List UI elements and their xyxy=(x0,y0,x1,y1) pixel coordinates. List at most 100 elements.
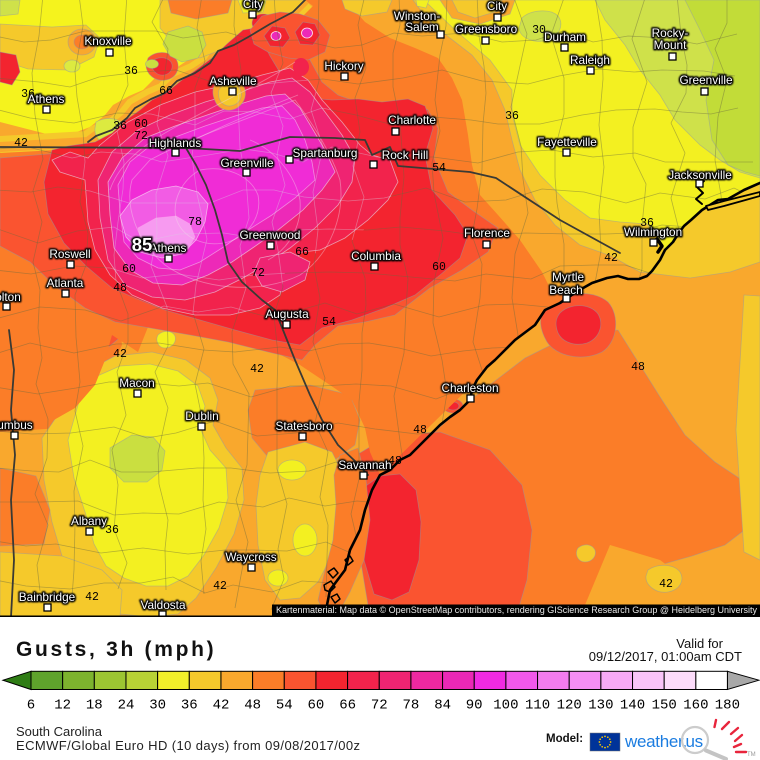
svg-text:Roswell: Roswell xyxy=(49,247,90,261)
svg-text:Greensboro: Greensboro xyxy=(455,22,518,36)
svg-text:42: 42 xyxy=(85,591,99,604)
svg-text:36: 36 xyxy=(21,88,35,101)
svg-text:42: 42 xyxy=(659,578,673,591)
svg-text:Asheville: Asheville xyxy=(209,74,257,88)
svg-text:Valdosta: Valdosta xyxy=(140,598,185,612)
svg-text:Atlanta: Atlanta xyxy=(47,276,84,290)
svg-text:90: 90 xyxy=(466,698,483,714)
svg-text:Knoxville: Knoxville xyxy=(84,34,132,48)
svg-text:Asheville: Asheville xyxy=(209,74,257,88)
svg-text:Charleston: Charleston xyxy=(441,381,498,395)
svg-text:12: 12 xyxy=(54,698,71,714)
svg-text:Myrtle: Myrtle xyxy=(552,270,585,284)
svg-text:18: 18 xyxy=(86,698,103,714)
svg-text:Valdosta: Valdosta xyxy=(140,598,185,612)
svg-text:Salem: Salem xyxy=(405,20,439,34)
svg-text:Spartanburg: Spartanburg xyxy=(293,146,358,160)
svg-text:150: 150 xyxy=(652,698,677,714)
svg-text:48: 48 xyxy=(631,361,645,374)
svg-text:olton: olton xyxy=(0,290,21,304)
svg-text:36: 36 xyxy=(640,217,654,230)
svg-text:Greenwood: Greenwood xyxy=(240,228,301,242)
svg-text:60: 60 xyxy=(307,698,324,714)
svg-text:130: 130 xyxy=(588,698,613,714)
svg-text:Rock Hill: Rock Hill xyxy=(382,148,429,162)
svg-text:Winston-: Winston- xyxy=(394,9,441,23)
svg-text:48: 48 xyxy=(413,424,427,437)
svg-text:Winston-: Winston- xyxy=(394,9,441,23)
svg-text:Mount: Mount xyxy=(654,38,688,52)
svg-text:Rocky-: Rocky- xyxy=(652,26,689,40)
svg-text:Atlanta: Atlanta xyxy=(47,276,84,290)
svg-text:Waycross: Waycross xyxy=(225,550,276,564)
svg-text:66: 66 xyxy=(159,85,173,98)
svg-text:36: 36 xyxy=(124,65,138,78)
svg-text:42: 42 xyxy=(213,580,227,593)
svg-text:72: 72 xyxy=(134,130,148,143)
svg-text:48: 48 xyxy=(113,282,127,295)
svg-text:Knoxville: Knoxville xyxy=(84,34,132,48)
svg-text:Charleston: Charleston xyxy=(441,381,498,395)
svg-text:78: 78 xyxy=(402,698,419,714)
svg-text:Macon: Macon xyxy=(119,376,154,390)
svg-text:Greenwood: Greenwood xyxy=(240,228,301,242)
svg-text:Dublin: Dublin xyxy=(185,409,218,423)
svg-text:TM: TM xyxy=(747,752,756,758)
svg-text:City: City xyxy=(243,0,263,11)
svg-text:72: 72 xyxy=(251,267,265,280)
svg-text:Athens: Athens xyxy=(28,92,65,106)
svg-text:36: 36 xyxy=(181,698,198,714)
svg-text:Athens: Athens xyxy=(28,92,65,106)
svg-text:30: 30 xyxy=(149,698,166,714)
svg-text:66: 66 xyxy=(295,246,309,259)
svg-text:Florence: Florence xyxy=(464,226,510,240)
svg-text:Athens: Athens xyxy=(150,241,187,255)
svg-text:42: 42 xyxy=(250,363,264,376)
svg-text:42: 42 xyxy=(604,252,618,265)
svg-text:Durham: Durham xyxy=(544,30,586,44)
svg-text:36: 36 xyxy=(105,524,119,537)
svg-text:Albany: Albany xyxy=(71,514,107,528)
svg-text:Spartanburg: Spartanburg xyxy=(293,146,358,160)
svg-text:Statesboro: Statesboro xyxy=(275,419,332,433)
svg-text:Beach: Beach xyxy=(549,283,582,297)
svg-text:Wilmington: Wilmington xyxy=(624,225,682,239)
svg-text:Hickory: Hickory xyxy=(324,59,363,73)
svg-text:60: 60 xyxy=(432,261,446,274)
svg-text:36: 36 xyxy=(505,110,519,123)
svg-text:Rocky-: Rocky- xyxy=(652,26,689,40)
svg-text:Fayetteville: Fayetteville xyxy=(537,135,597,149)
svg-text:Hickory: Hickory xyxy=(324,59,363,73)
svg-text:42: 42 xyxy=(14,137,28,150)
svg-text:120: 120 xyxy=(557,698,582,714)
svg-text:72: 72 xyxy=(371,698,388,714)
svg-text:Augusta: Augusta xyxy=(265,307,309,321)
svg-text:42: 42 xyxy=(113,348,127,361)
svg-text:60: 60 xyxy=(134,118,148,131)
svg-text:Waycross: Waycross xyxy=(225,550,276,564)
svg-text:Dublin: Dublin xyxy=(185,409,218,423)
svg-text:160: 160 xyxy=(683,698,708,714)
svg-text:Savannah: Savannah xyxy=(338,458,391,472)
svg-text:78: 78 xyxy=(188,216,202,229)
svg-text:84: 84 xyxy=(434,698,451,714)
svg-text:Wilmington: Wilmington xyxy=(624,225,682,239)
svg-text:weather.: weather. xyxy=(624,732,687,751)
svg-text:Jacksonville: Jacksonville xyxy=(668,168,732,182)
svg-text:City: City xyxy=(243,0,263,11)
svg-text:Highlands: Highlands xyxy=(149,136,202,150)
svg-text:Columbia: Columbia xyxy=(351,249,401,263)
svg-text:Salem: Salem xyxy=(405,20,439,34)
svg-text:60: 60 xyxy=(122,263,136,276)
svg-text:Greensboro: Greensboro xyxy=(455,22,518,36)
svg-text:Greenville: Greenville xyxy=(679,73,733,87)
svg-text:olton: olton xyxy=(0,290,21,304)
svg-text:Raleigh: Raleigh xyxy=(570,53,610,67)
svg-text:85: 85 xyxy=(132,234,153,255)
svg-text:54: 54 xyxy=(276,698,293,714)
svg-text:Albany: Albany xyxy=(71,514,107,528)
svg-text:110: 110 xyxy=(525,698,550,714)
svg-text:36: 36 xyxy=(113,120,127,133)
svg-text:Charlotte: Charlotte xyxy=(388,113,436,127)
svg-text:Roswell: Roswell xyxy=(49,247,90,261)
